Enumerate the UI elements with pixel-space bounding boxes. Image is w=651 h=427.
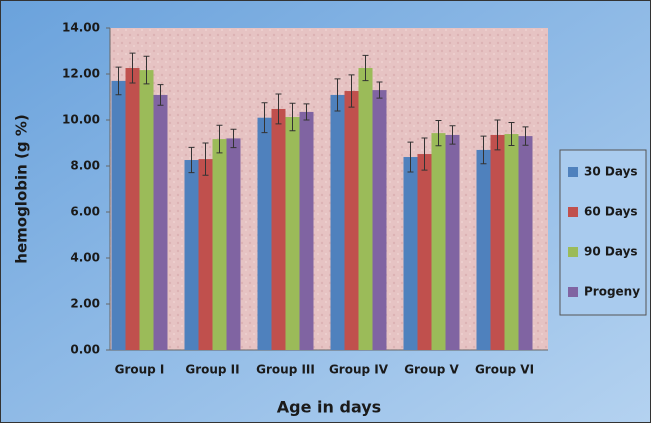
x-tick-label: Group III [256, 363, 315, 377]
bar [285, 117, 300, 350]
error-bar [275, 93, 282, 125]
bar [212, 139, 227, 350]
y-axis-label: hemoglobin (g %) [13, 114, 31, 263]
error-bar [449, 125, 456, 145]
bar [139, 70, 154, 350]
error-bar [289, 102, 296, 132]
error-bar [407, 141, 414, 173]
y-tick-label: 0.00 [70, 343, 100, 357]
error-bar [303, 103, 310, 121]
x-tick-label: Group VI [475, 363, 534, 377]
legend-label: 60 Days [584, 205, 638, 219]
bar [372, 90, 387, 350]
legend-label: 30 Days [584, 165, 638, 179]
error-bar [157, 84, 164, 106]
legend-label: Progeny [584, 285, 640, 299]
bar [518, 136, 533, 350]
legend-swatch [568, 247, 578, 257]
error-bar [143, 55, 150, 85]
bar [431, 133, 446, 350]
error-bar [129, 52, 136, 84]
bar [476, 149, 491, 350]
error-bar [494, 119, 501, 151]
bar [226, 138, 241, 350]
error-bar [480, 135, 487, 165]
x-tick-label: Group I [115, 363, 165, 377]
y-tick-label: 8.00 [70, 159, 100, 173]
bar [257, 117, 272, 350]
x-tick-label: Group II [185, 363, 239, 377]
y-tick-label: 2.00 [70, 297, 100, 311]
y-tick-label: 4.00 [70, 251, 100, 265]
error-bar [216, 124, 223, 154]
error-bar [435, 119, 442, 147]
error-bar [522, 126, 529, 146]
bar [504, 134, 519, 350]
legend-label: 90 Days [584, 245, 638, 259]
error-bar [188, 146, 195, 174]
legend-swatch [568, 287, 578, 297]
error-bar [508, 122, 515, 147]
error-bar [348, 74, 355, 108]
error-bar [421, 137, 428, 171]
x-axis-label: Age in days [277, 398, 381, 417]
legend-swatch [568, 167, 578, 177]
bar [271, 108, 286, 351]
bar [111, 80, 126, 351]
x-tick-label: Group V [404, 363, 459, 377]
error-bar [202, 142, 209, 176]
bar [184, 160, 199, 350]
bar [299, 111, 314, 350]
plot-area [110, 28, 548, 350]
y-tick-label: 6.00 [70, 205, 100, 219]
error-bar [230, 128, 237, 149]
error-bar [334, 78, 341, 112]
y-tick-label: 10.00 [62, 113, 100, 127]
bar [344, 91, 359, 351]
bar [417, 154, 432, 350]
error-bar [376, 81, 383, 99]
bar [445, 134, 460, 350]
bar [403, 157, 418, 350]
bar [153, 94, 168, 351]
bar [490, 134, 505, 350]
y-tick-label: 14.00 [62, 21, 100, 35]
error-bar [362, 54, 369, 82]
bar [358, 68, 373, 351]
x-tick-label: Group IV [329, 363, 389, 377]
legend-swatch [568, 207, 578, 217]
y-tick-label: 12.00 [62, 67, 100, 81]
error-bar [261, 102, 268, 134]
bar [198, 159, 213, 350]
bar [125, 68, 140, 351]
error-bar [115, 66, 122, 96]
bar [330, 94, 345, 351]
